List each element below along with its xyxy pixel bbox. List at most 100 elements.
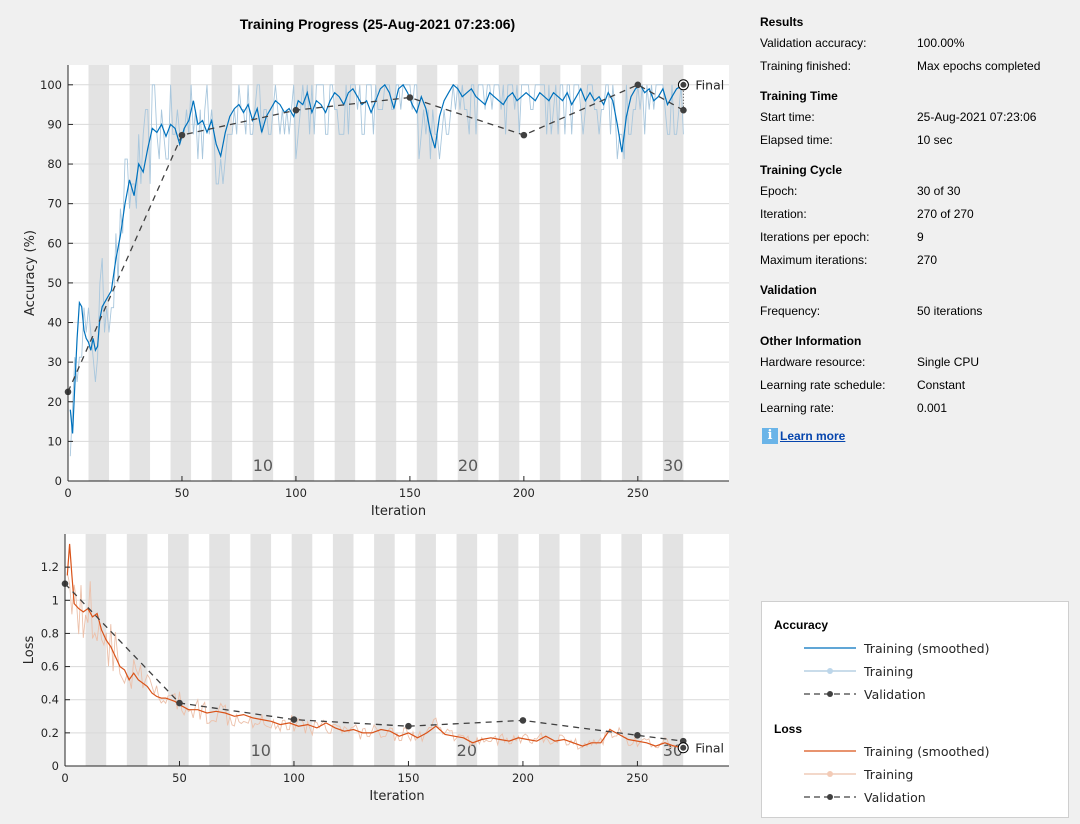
info-value: 270	[917, 253, 938, 267]
legend-label: Training	[864, 766, 914, 782]
validation-point	[680, 106, 687, 114]
info-key: Elapsed time:	[760, 133, 833, 147]
legend-line-icon	[804, 647, 856, 649]
epoch-shade	[415, 534, 436, 766]
epoch-shade	[332, 534, 354, 766]
validation-point	[290, 716, 298, 723]
legend-label: Training	[864, 663, 914, 679]
epoch-shade	[168, 534, 189, 766]
epoch-shade	[498, 65, 520, 481]
y-axis-label: Accuracy (%)	[23, 230, 38, 316]
legend-loss-validation: Validation	[802, 789, 926, 805]
validation-point	[405, 722, 412, 730]
epoch-shade	[662, 534, 684, 766]
legend: Accuracy Training (smoothed) Training Va…	[761, 601, 1069, 818]
x-tick-label: 250	[627, 486, 649, 500]
section-title: Training Time	[760, 89, 838, 103]
info-section: Validation Frequency: 50 iterations	[760, 280, 1070, 323]
section-title: Training Cycle	[760, 163, 843, 177]
info-section: Results Validation accuracy: 100.00% Traini…	[760, 12, 1070, 78]
y-tick-label: 70	[47, 197, 62, 211]
learn-more-row: i Learn more	[760, 428, 1070, 444]
epoch-shade	[662, 65, 684, 481]
epoch-shade	[129, 65, 151, 481]
training-smoothed-line	[66, 543, 684, 749]
y-tick-label: 50	[47, 276, 62, 290]
info-key: Training finished:	[760, 59, 851, 73]
epoch-shade	[580, 65, 602, 481]
info-value: 9	[917, 230, 924, 244]
legend-line-marker-icon	[804, 771, 856, 777]
validation-point	[520, 131, 528, 139]
y-tick-label: 80	[47, 157, 62, 171]
y-tick-label: 100	[40, 78, 62, 92]
y-tick-label: 1	[52, 593, 59, 607]
training-smoothed-line	[69, 83, 684, 434]
y-tick-label: 1.2	[41, 560, 59, 574]
epoch-shade	[126, 534, 148, 766]
info-value: 0.001	[917, 401, 948, 415]
info-icon: i	[762, 428, 778, 444]
info-key: Iterations per epoch:	[760, 230, 870, 244]
legend-line-marker-icon	[804, 668, 856, 674]
y-tick-label: 60	[47, 236, 62, 250]
info-key: Hardware resource:	[760, 355, 866, 369]
x-tick-label: 100	[283, 771, 305, 785]
info-key: Start time:	[760, 110, 815, 124]
info-row: Training finished: Max epochs completed	[760, 55, 1070, 78]
y-tick-label: 0.2	[41, 726, 59, 740]
epoch-shade	[170, 65, 192, 481]
legend-acc-smoothed: Training (smoothed)	[802, 640, 989, 656]
y-tick-label: 0	[55, 474, 62, 488]
final-label: Final	[695, 740, 724, 755]
epoch-shade	[580, 534, 601, 766]
info-section: Training Time Start time: 25-Aug-2021 07:2…	[760, 86, 1070, 152]
epoch-shade	[374, 534, 395, 766]
epoch-shade	[209, 534, 230, 766]
validation-point	[406, 94, 414, 101]
info-key: Frequency:	[760, 304, 821, 318]
info-section: Other Information Hardware resource: Singl…	[760, 331, 1070, 420]
x-tick-label: 200	[513, 486, 535, 500]
y-tick-label: 40	[47, 316, 62, 330]
epoch-shade	[621, 534, 642, 766]
accuracy-chart: 10 20 30 Final 0 10 20 30 40 50 60 70 80 90 100 0 50 100 1…	[23, 65, 729, 519]
legend-loss-smoothed: Training (smoothed)	[802, 743, 989, 759]
x-tick-label: 50	[172, 771, 187, 785]
validation-point	[634, 732, 641, 739]
info-row: Learning rate: 0.001	[760, 397, 1070, 420]
epoch-shade	[538, 534, 560, 766]
epoch-shade	[211, 65, 233, 481]
validation-point	[292, 106, 300, 114]
info-key: Validation accuracy:	[760, 36, 867, 50]
info-value: 50 iterations	[917, 304, 983, 318]
legend-dashed-marker-icon	[804, 794, 856, 800]
info-row: Iterations per epoch: 9	[760, 226, 1070, 249]
y-tick-label: 10	[47, 434, 62, 448]
info-row: Epoch: 30 of 30	[760, 180, 1070, 203]
info-row: Learning rate schedule: Constant	[760, 374, 1070, 397]
epoch-shade	[457, 65, 479, 481]
epoch-shade	[291, 534, 313, 766]
learn-more-link[interactable]: Learn more	[780, 429, 846, 443]
epoch-shade	[416, 65, 438, 481]
legend-dashed-marker-icon	[804, 691, 856, 697]
epoch-shade	[250, 534, 272, 766]
validation-point	[178, 131, 186, 139]
y-tick-label: 0.4	[41, 693, 59, 707]
y-tick-label: 0.6	[41, 660, 59, 674]
info-value: 25-Aug-2021 07:23:06	[917, 110, 1037, 124]
epoch-shade	[334, 65, 356, 481]
y-tick-label: 30	[47, 355, 62, 369]
info-section: Training Cycle Epoch: 30 of 30 Iteration: 27…	[760, 160, 1070, 272]
info-value: 270 of 270	[917, 207, 974, 221]
x-tick-label: 150	[397, 771, 419, 785]
info-row: Frequency: 50 iterations	[760, 300, 1070, 323]
x-axis-label: Iteration	[369, 789, 424, 804]
epoch-shade	[621, 65, 643, 481]
legend-line-icon	[804, 750, 856, 752]
legend-acc-validation: Validation	[802, 686, 926, 702]
legend-label: Validation	[864, 686, 926, 702]
epoch-shade	[85, 534, 107, 766]
info-value: 30 of 30	[917, 184, 961, 198]
